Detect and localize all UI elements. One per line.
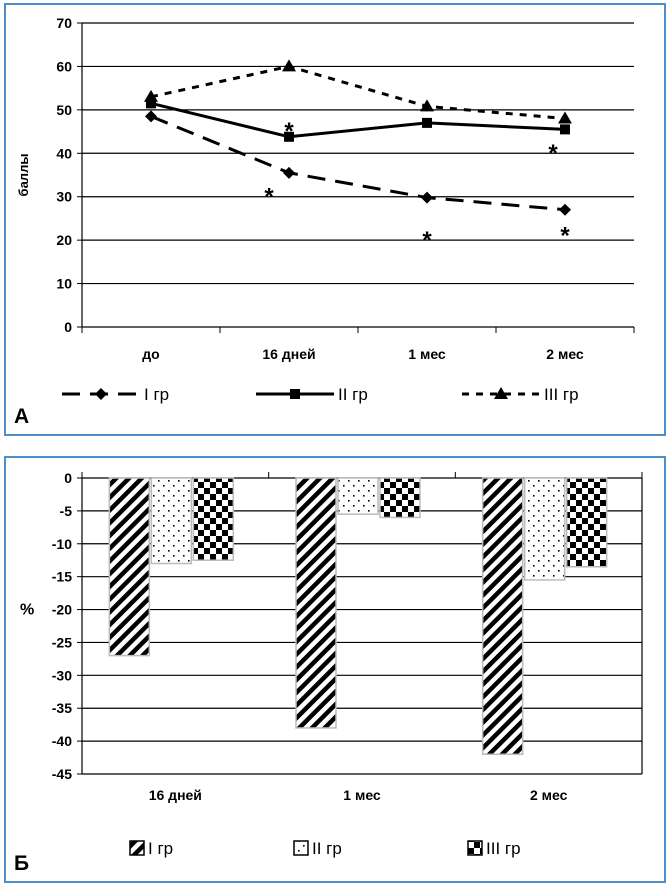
data-point [558, 111, 572, 124]
y-axis-label: баллы [16, 154, 31, 197]
legend-label: II гр [312, 839, 342, 858]
y-tick-label: -40 [52, 733, 72, 749]
legend-label: III гр [486, 839, 521, 858]
y-tick-label: 20 [56, 232, 72, 248]
y-tick-label: 60 [56, 58, 72, 74]
legend-label: I гр [148, 839, 173, 858]
chart-panel-a: 0 10 20 30 40 50 60 70 до 16 дней 1 мес 2 мес баллы *… [4, 3, 666, 436]
legend-marker [494, 387, 508, 399]
y-tick-label: 10 [56, 276, 72, 292]
data-point [284, 131, 294, 142]
series-line-3 [150, 64, 566, 121]
legend-marker [290, 389, 300, 399]
bar-3 [565, 477, 608, 568]
data-point [422, 117, 432, 128]
x-tick-label: 16 дней [262, 346, 315, 362]
panel-label-b: Б [14, 852, 30, 875]
y-tick-label: -45 [52, 766, 72, 782]
y-tick-label: -10 [52, 536, 72, 552]
x-tick-label: 1 мес [408, 346, 446, 362]
series-line-2 [150, 101, 566, 139]
bar-chart: 0 -5 -10 -15 -20 -25 -30 -35 -40 -45 16 дней 1 мес 2… [20, 470, 643, 858]
bar-2 [337, 477, 379, 515]
x-tick-label: до [142, 346, 159, 362]
y-tick-label: -35 [52, 700, 72, 716]
y-tick-label: -15 [52, 569, 72, 585]
data-point [421, 191, 433, 204]
x-tick-label: 2 мес [530, 787, 568, 803]
data-point [560, 124, 570, 135]
legend-swatch-2 [293, 840, 309, 856]
bar-2 [150, 477, 193, 565]
data-point [282, 59, 296, 72]
legend-label: II гр [338, 385, 368, 404]
significance-asterisk: * [264, 183, 274, 210]
x-tick-label: 1 мес [343, 787, 381, 803]
legend-swatch-1 [129, 840, 145, 856]
y-tick-label: -25 [52, 634, 72, 650]
bar-3 [192, 477, 235, 561]
bar-1 [108, 477, 151, 657]
legend-label: I гр [144, 385, 169, 404]
legend-swatch-3 [467, 840, 483, 856]
significance-asterisk: * [560, 222, 570, 249]
y-tick-label: -30 [52, 667, 72, 683]
legend-label: III гр [544, 385, 579, 404]
y-tick-label: 40 [56, 145, 72, 161]
data-point [559, 203, 571, 216]
x-tick-label: 2 мес [546, 346, 584, 362]
y-tick-label: 70 [56, 15, 72, 31]
y-tick-label: -20 [52, 602, 72, 618]
x-tick-label: 16 дней [149, 787, 202, 803]
data-point [144, 89, 158, 102]
panel-label-a: А [14, 405, 30, 428]
significance-asterisk: * [422, 227, 432, 254]
line-chart: 0 10 20 30 40 50 60 70 до 16 дней 1 мес 2 мес баллы *… [16, 15, 635, 404]
y-tick-label: 50 [56, 102, 72, 118]
data-point [283, 166, 295, 179]
significance-asterisk: * [284, 118, 294, 145]
chart-panel-b: 0 -5 -10 -15 -20 -25 -30 -35 -40 -45 16 дней 1 мес 2… [4, 456, 666, 883]
y-tick-label: 0 [64, 470, 72, 486]
data-point [146, 98, 156, 109]
y-axis-label: % [20, 602, 34, 619]
data-point [420, 99, 434, 112]
bar-3 [379, 477, 421, 519]
bar-1 [295, 477, 337, 729]
significance-asterisk: * [548, 140, 558, 167]
legend-marker [95, 388, 107, 400]
bar-1 [481, 477, 524, 756]
y-tick-label: 0 [64, 319, 72, 335]
y-tick-label: 30 [56, 189, 72, 205]
bar-2 [523, 477, 566, 581]
data-point [145, 110, 157, 123]
y-tick-label: -5 [60, 503, 73, 519]
